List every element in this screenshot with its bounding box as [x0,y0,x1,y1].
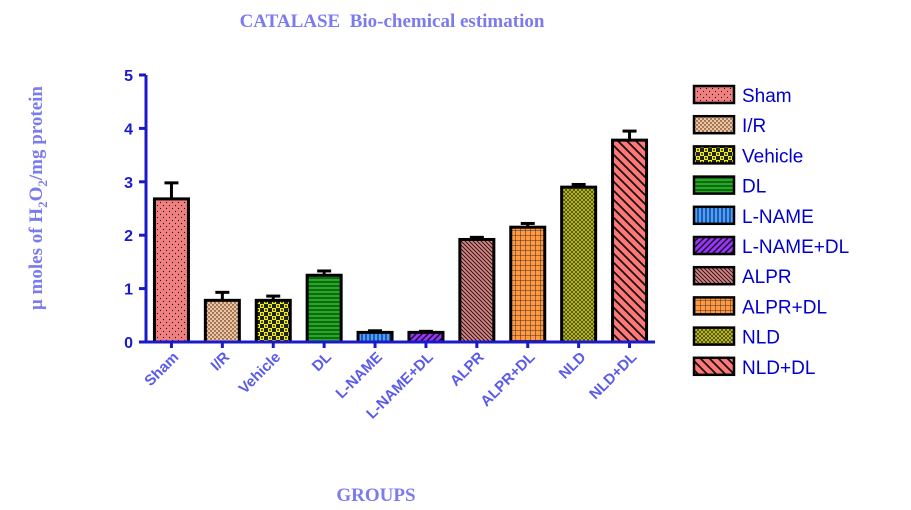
x-tick-label: ALPR [447,349,488,390]
bar [458,237,496,344]
legend-label: ALPR+DL [742,297,827,318]
bar [152,197,190,344]
legend-swatch [692,296,736,316]
x-tick-label: NLD+DL [586,349,640,403]
y-axis-title-suffix: /mg protein [26,86,47,182]
x-tick-label: Vehicle [235,349,284,398]
y-axis-title-mid: O [26,187,47,202]
legend-swatch [692,205,736,226]
legend-label: I/R [742,116,766,137]
y-axis-title: μ moles of H2O2/mg protein [26,86,50,310]
y-tick-label: 2 [124,228,133,245]
bar [203,298,241,344]
legend-label: Vehicle [742,146,803,167]
x-axis-title: GROUPS [336,485,415,506]
bar [560,185,598,344]
legend-swatch [692,84,736,105]
legend-label: DL [742,177,766,198]
x-tick-label: Sham [141,349,182,390]
bar [254,298,292,344]
legend-swatch [692,114,736,135]
legend-label: NLD [742,328,780,349]
legend-label: NLD+DL [742,358,815,379]
y-tick-label: 1 [124,282,133,299]
y-axis-title-sub1: 2 [35,201,50,208]
legend: Sham I/R Vehicle DL L-NAME L-NAME+DL ALPR ALPR+… [692,84,849,379]
chart-title: CATALASE Bio-chemical estimation [240,11,545,32]
y-axis-title-sub2: 2 [35,180,50,187]
x-tick-label: I/R [208,349,234,375]
legend-swatch [692,235,736,256]
legend-swatch [692,356,736,377]
y-tick-label: 4 [124,121,133,138]
y-axis-title-prefix: μ moles of H [26,208,47,310]
y-tick-label: 5 [124,68,133,85]
x-tick-label: ALPR+DL [477,349,538,410]
legend-label: L-NAME [742,207,814,228]
y-tick-label: 3 [124,175,133,192]
legend-swatch [692,326,736,346]
x-tick-label: DL [309,349,335,375]
x-tick-label: NLD [556,349,590,383]
legend-label: Sham [742,86,792,107]
legend-swatch [692,265,736,286]
bar [611,138,649,344]
legend-swatch [692,175,736,195]
y-tick-label: 0 [124,335,133,352]
bar [305,273,343,344]
legend-label: ALPR [742,267,792,288]
legend-label: L-NAME+DL [742,237,849,258]
legend-swatch [692,145,736,165]
x-tick-label: L-NAME [333,349,386,402]
bar [509,225,547,344]
